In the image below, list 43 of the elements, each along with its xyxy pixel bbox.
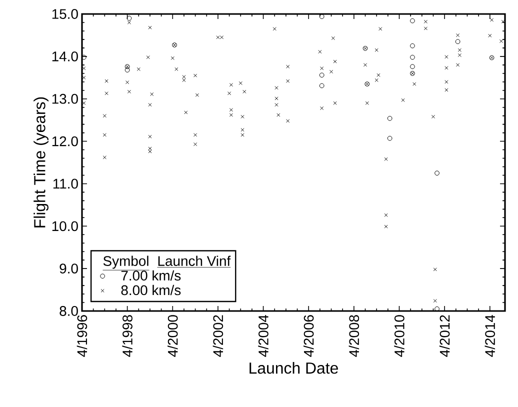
y-tick-label: 9.0 <box>60 264 78 274</box>
point <box>124 64 130 70</box>
y-tick-label: 13.0 <box>52 94 78 104</box>
point <box>387 136 392 141</box>
point <box>455 39 460 44</box>
point <box>124 68 130 72</box>
point <box>319 14 324 19</box>
point <box>319 72 324 78</box>
point <box>319 83 324 88</box>
x-tick-label: 4/1998 <box>122 315 132 357</box>
x-tick-label: 4/2002 <box>212 315 224 357</box>
x-tick-label: 4/2000 <box>168 315 178 357</box>
x-tick-label: 4/2006 <box>303 315 314 357</box>
point <box>489 55 494 60</box>
x-axis-title: Launch Date <box>250 362 338 374</box>
x-tick-label: 4/2010 <box>394 315 404 357</box>
legend-label: 7.00 km/s <box>121 270 181 281</box>
y-axis-title: Flight Time (years) <box>34 97 48 228</box>
x-tick-label: 4/2008 <box>348 315 360 357</box>
point <box>410 18 415 24</box>
point <box>387 116 392 121</box>
point <box>410 43 415 48</box>
point <box>410 54 415 60</box>
legend-label: 8.00 km/s <box>121 284 181 296</box>
x-tick-label: 4/1996 <box>76 315 88 357</box>
y-tick-label: 14.0 <box>52 51 78 62</box>
point <box>434 170 440 176</box>
point <box>362 46 368 51</box>
point <box>126 16 132 21</box>
y-tick-label: 10.0 <box>52 221 78 232</box>
point <box>172 43 176 47</box>
y-tick-label: 8.0 <box>60 306 78 316</box>
legend-title: Launch Vinf <box>158 256 231 266</box>
point <box>81 54 86 60</box>
annotation: Symbol <box>103 256 148 269</box>
point <box>410 70 415 76</box>
x-tick-label: 4/2014 <box>484 314 496 357</box>
y-tick-label: 15.0 <box>52 9 78 19</box>
point <box>410 64 415 70</box>
y-tick-label: 11.0 <box>53 178 78 189</box>
x-tick-label: 4/2004 <box>258 314 268 357</box>
x-tick-label: 4/2012 <box>439 315 450 357</box>
y-tick-label: 12.0 <box>52 136 78 146</box>
